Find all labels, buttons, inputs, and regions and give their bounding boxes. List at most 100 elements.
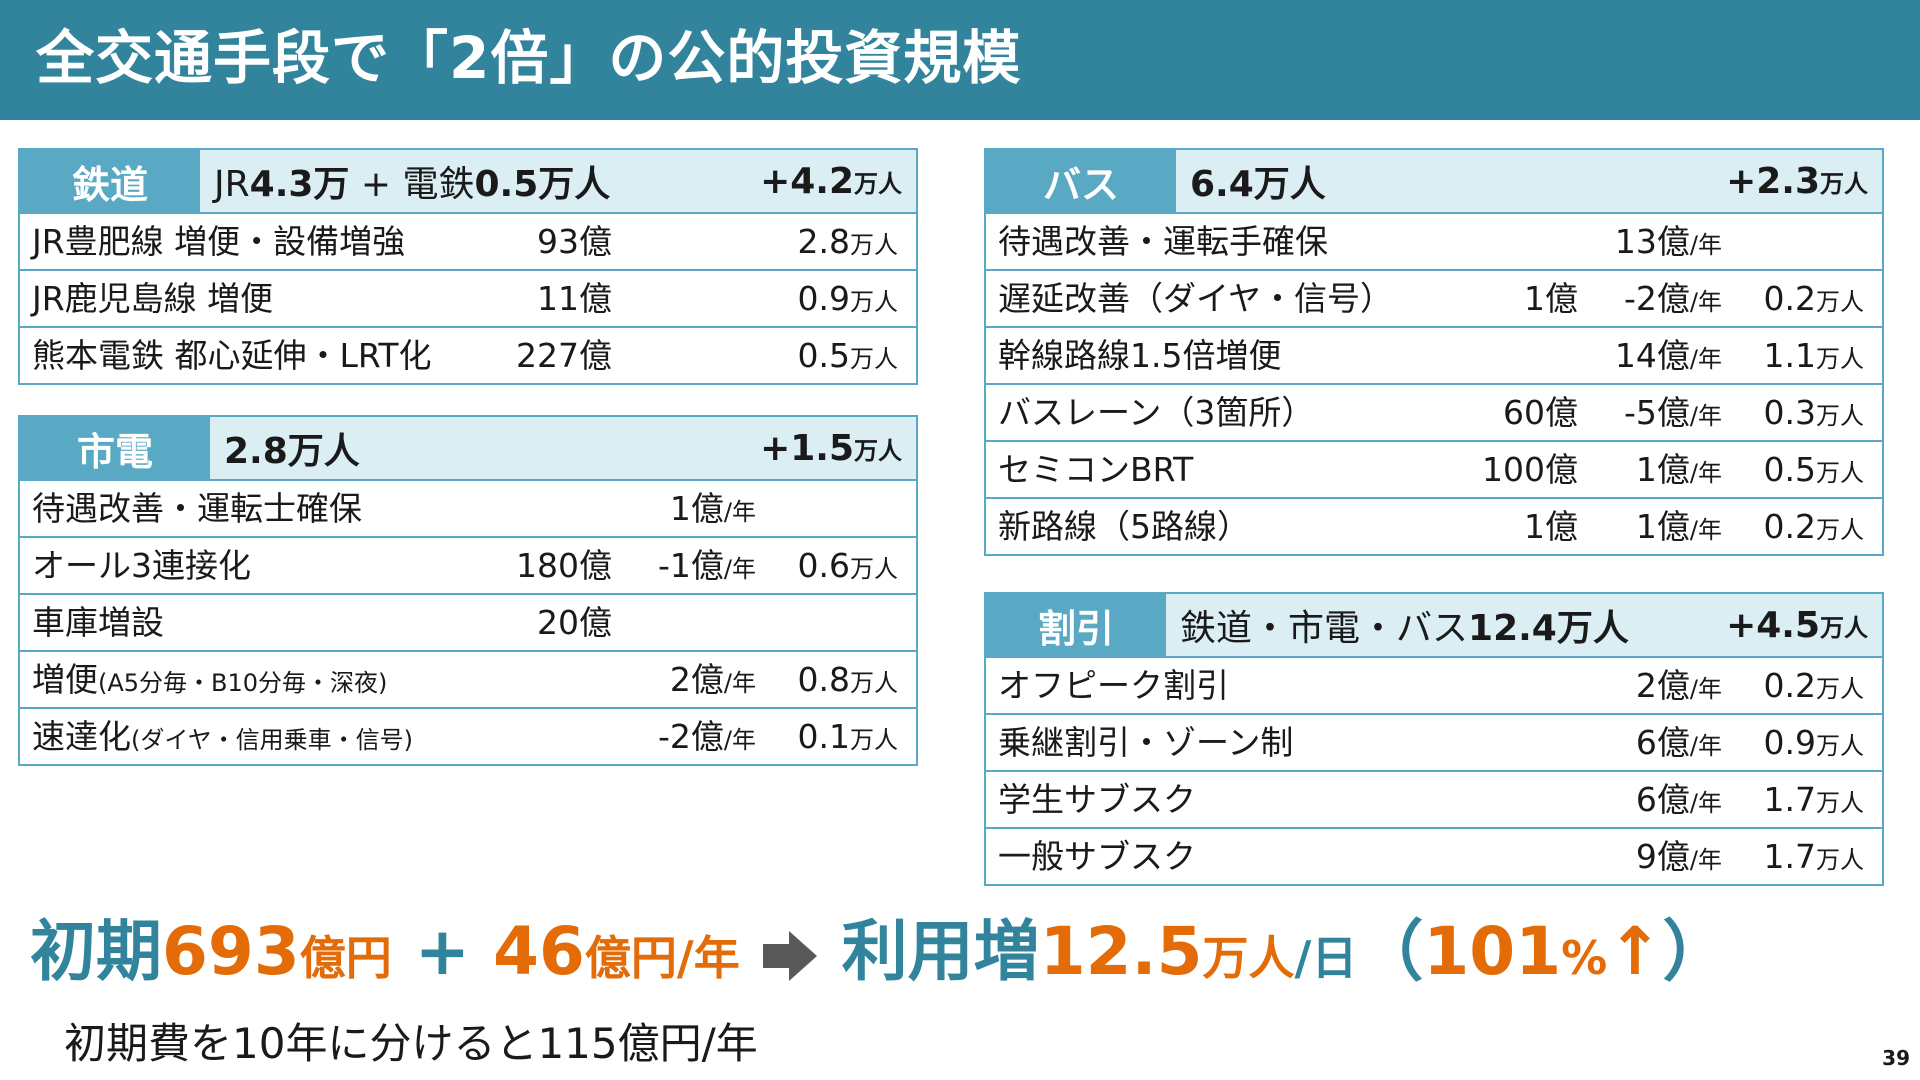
table-row: JR鹿児島線 増便 11億 0.9万人 bbox=[20, 271, 916, 328]
annual-cost: 13億/年 bbox=[1615, 214, 1722, 269]
annual-cost: 2億/年 bbox=[1636, 658, 1722, 713]
initial-cost: 60億 bbox=[1503, 393, 1578, 432]
discount-head-text: 鉄道・市電・バス12.4万人 bbox=[1180, 608, 1629, 649]
ridership-increase-value: 0.5 bbox=[1763, 450, 1816, 489]
tram-badge: 市電 bbox=[20, 417, 210, 479]
ridership-increase: 0.5万人 bbox=[798, 328, 898, 383]
ridership-increase-unit: 万人 bbox=[1816, 846, 1864, 874]
ridership-increase-value: 0.8 bbox=[797, 660, 850, 699]
summary-initial-unit: 億円 bbox=[299, 931, 392, 985]
annual-cost-value: 2億 bbox=[1635, 666, 1690, 705]
title-bar: 全交通手段で「2倍」の公的投資規模 bbox=[0, 0, 1920, 120]
ridership-increase-value: 0.6 bbox=[797, 546, 850, 585]
row-label: 新路線（5路線） bbox=[998, 507, 1250, 546]
annual-cost: 1億/年 bbox=[1636, 442, 1722, 497]
ridership-increase: 1.7万人 bbox=[1764, 772, 1864, 827]
table-row: バスレーン（3箇所） 60億 -5億/年 0.3万人 bbox=[986, 385, 1882, 442]
ridership-increase-value: 0.5 bbox=[797, 336, 850, 375]
row-label-main: 車庫増設 bbox=[32, 603, 164, 642]
table-row: 学生サブスク 6億/年 1.7万人 bbox=[986, 772, 1882, 829]
annual-cost: -5億/年 bbox=[1624, 385, 1722, 440]
summary-paren-open: （ bbox=[1357, 913, 1424, 990]
initial-cost: 180億 bbox=[516, 546, 612, 585]
annual-cost-value: -2億 bbox=[658, 717, 724, 756]
ridership-increase-unit: 万人 bbox=[850, 669, 898, 697]
row-label: JR豊肥線 増便・設備増強 bbox=[32, 222, 406, 261]
annual-cost-unit: /年 bbox=[1689, 732, 1722, 760]
table-row: セミコンBRT 100億 1億/年 0.5万人 bbox=[986, 442, 1882, 499]
row-label: 車庫増設 bbox=[32, 595, 164, 650]
annual-cost: 9億/年 bbox=[1636, 829, 1722, 884]
row-label: 増便(A5分毎・B10分毎・深夜) bbox=[32, 652, 387, 707]
ridership-increase-unit: 万人 bbox=[1816, 402, 1864, 430]
table-row: 増便(A5分毎・B10分毎・深夜) 2億/年 0.8万人 bbox=[20, 652, 916, 709]
annual-cost-value: 14億 bbox=[1614, 336, 1690, 375]
annual-cost: 6億/年 bbox=[1636, 772, 1722, 827]
table-row: 速達化(ダイヤ・信用乗車・信号) -2億/年 0.1万人 bbox=[20, 709, 916, 764]
discount-total: +4.5 万人 bbox=[1726, 604, 1868, 646]
ridership-increase-value: 0.9 bbox=[1763, 723, 1816, 762]
ridership-increase: 0.2万人 bbox=[1764, 499, 1864, 554]
table-row: 待遇改善・運転手確保 13億/年 bbox=[986, 214, 1882, 271]
ridership-increase-value: 0.2 bbox=[1763, 507, 1816, 546]
row-label: 熊本電鉄 都心延伸・LRT化 bbox=[32, 336, 432, 375]
row-label: オール3連接化 bbox=[32, 538, 251, 593]
rail-panel: 鉄道 JR4.3万 + 電鉄0.5万人 +4.2 万人 JR豊肥線 増便・設備増強… bbox=[18, 148, 918, 385]
row-label: オフピーク割引 bbox=[998, 666, 1229, 705]
initial-cost: 1億 bbox=[1524, 507, 1578, 546]
table-row: 乗継割引・ゾーン制 6億/年 0.9万人 bbox=[986, 715, 1882, 772]
summary-annual-unit: 億円/年 bbox=[584, 931, 740, 985]
summary-initial-label: 初期 bbox=[30, 913, 162, 990]
annual-cost-value: 1億 bbox=[1635, 507, 1690, 546]
annual-cost-value: 1億 bbox=[1635, 450, 1690, 489]
ridership-increase-unit: 万人 bbox=[850, 288, 898, 316]
table-row: 待遇改善・運転士確保 1億/年 bbox=[20, 481, 916, 538]
table-row: 新路線（5路線） 1億 1億/年 0.2万人 bbox=[986, 499, 1882, 554]
row-label-main: 増便 bbox=[32, 660, 98, 699]
rail-badge: 鉄道 bbox=[20, 150, 200, 212]
ridership-increase-unit: 万人 bbox=[1816, 732, 1864, 760]
ridership-increase-unit: 万人 bbox=[1816, 516, 1864, 544]
row-label: 待遇改善・運転手確保 bbox=[998, 222, 1328, 261]
bus-head-text: 6.4万人 bbox=[1190, 164, 1326, 205]
row-label: 一般サブスク bbox=[998, 837, 1196, 876]
annual-cost-unit: /年 bbox=[1689, 789, 1722, 817]
ridership-increase-value: 0.1 bbox=[797, 717, 850, 756]
annual-cost-value: -1億 bbox=[658, 546, 724, 585]
tram-panel-header: 市電 2.8万人 +1.5 万人 bbox=[20, 417, 916, 481]
annual-cost-unit: /年 bbox=[1689, 516, 1722, 544]
ridership-increase-unit: 万人 bbox=[850, 555, 898, 583]
annual-cost: -2億/年 bbox=[1624, 271, 1722, 326]
ridership-increase-unit: 万人 bbox=[1816, 459, 1864, 487]
ridership-increase: 0.9万人 bbox=[798, 271, 898, 326]
row-label-main: 速達化 bbox=[32, 717, 131, 756]
ridership-increase: 0.1万人 bbox=[798, 709, 898, 764]
annual-cost-value: 6億 bbox=[1635, 723, 1690, 762]
annual-cost: 1億/年 bbox=[670, 481, 756, 536]
summary-paren-close: ） bbox=[1662, 913, 1729, 990]
annual-cost-value: -5億 bbox=[1624, 393, 1690, 432]
annual-cost-unit: /年 bbox=[1689, 402, 1722, 430]
ridership-increase: 0.9万人 bbox=[1764, 715, 1864, 770]
right-arrow-icon bbox=[762, 930, 817, 981]
rail-panel-header: 鉄道 JR4.3万 + 電鉄0.5万人 +4.2 万人 bbox=[20, 150, 916, 214]
ridership-increase: 0.5万人 bbox=[1764, 442, 1864, 497]
rail-head-text: JR4.3万 + 電鉄0.5万人 bbox=[214, 164, 611, 205]
ridership-increase: 1.1万人 bbox=[1764, 328, 1864, 383]
ridership-increase-value: 2.8 bbox=[797, 222, 850, 261]
ridership-increase: 0.3万人 bbox=[1764, 385, 1864, 440]
row-label: セミコンBRT bbox=[998, 450, 1194, 489]
ridership-increase: 0.6万人 bbox=[798, 538, 898, 593]
discount-panel-header: 割引 鉄道・市電・バス12.4万人 +4.5 万人 bbox=[986, 594, 1882, 658]
ridership-increase: 1.7万人 bbox=[1764, 829, 1864, 884]
ridership-increase-unit: 万人 bbox=[1816, 288, 1864, 316]
summary-usage-label: 利用増 bbox=[841, 913, 1040, 990]
annual-cost-unit: /年 bbox=[723, 669, 756, 697]
annual-cost-unit: /年 bbox=[723, 555, 756, 583]
amortization-note: 初期費を10年に分けると115億円/年 bbox=[64, 1019, 758, 1068]
discount-panel: 割引 鉄道・市電・バス12.4万人 +4.5 万人 オフピーク割引 2億/年 0.2万… bbox=[984, 592, 1884, 886]
discount-badge: 割引 bbox=[986, 594, 1166, 656]
table-row: JR豊肥線 増便・設備増強 93億 2.8万人 bbox=[20, 214, 916, 271]
initial-cost: 1億 bbox=[1524, 279, 1578, 318]
table-row: オフピーク割引 2億/年 0.2万人 bbox=[986, 658, 1882, 715]
